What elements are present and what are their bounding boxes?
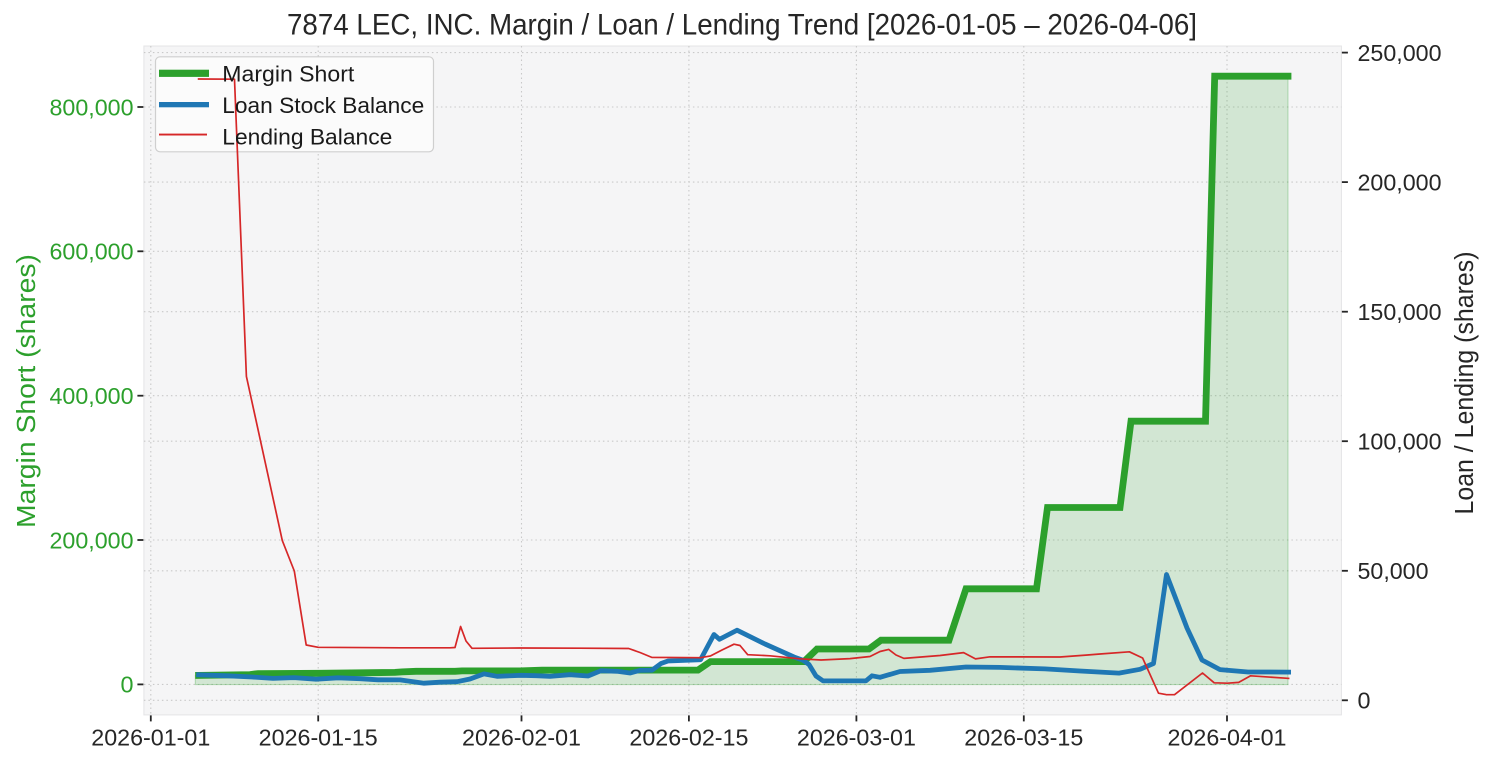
- svg-text:250,000: 250,000: [1358, 40, 1442, 66]
- svg-text:100,000: 100,000: [1358, 429, 1442, 455]
- svg-text:2026-01-01: 2026-01-01: [91, 725, 210, 751]
- svg-text:2026-03-15: 2026-03-15: [964, 725, 1083, 751]
- svg-text:2026-01-15: 2026-01-15: [259, 725, 378, 751]
- svg-text:50,000: 50,000: [1358, 558, 1429, 584]
- svg-text:0: 0: [121, 672, 134, 698]
- svg-text:Lending Balance: Lending Balance: [222, 124, 392, 149]
- svg-text:400,000: 400,000: [50, 383, 134, 409]
- svg-text:Loan Stock Balance: Loan Stock Balance: [222, 93, 424, 118]
- svg-text:Loan / Lending (shares): Loan / Lending (shares): [1451, 252, 1479, 515]
- svg-text:2026-02-15: 2026-02-15: [629, 725, 748, 751]
- svg-text:Margin Short: Margin Short: [222, 62, 355, 87]
- svg-text:200,000: 200,000: [50, 527, 134, 553]
- svg-text:0: 0: [1358, 688, 1371, 714]
- svg-text:800,000: 800,000: [50, 94, 134, 120]
- svg-text:Margin Short (shares): Margin Short (shares): [13, 254, 41, 528]
- svg-text:7874 LEC, INC. Margin / Loan /: 7874 LEC, INC. Margin / Loan / Lending T…: [287, 9, 1197, 42]
- svg-text:2026-03-01: 2026-03-01: [797, 725, 916, 751]
- svg-text:2026-04-01: 2026-04-01: [1168, 725, 1287, 751]
- svg-text:150,000: 150,000: [1358, 299, 1442, 325]
- svg-text:200,000: 200,000: [1358, 169, 1442, 195]
- svg-text:2026-02-01: 2026-02-01: [462, 725, 581, 751]
- svg-text:600,000: 600,000: [50, 239, 134, 265]
